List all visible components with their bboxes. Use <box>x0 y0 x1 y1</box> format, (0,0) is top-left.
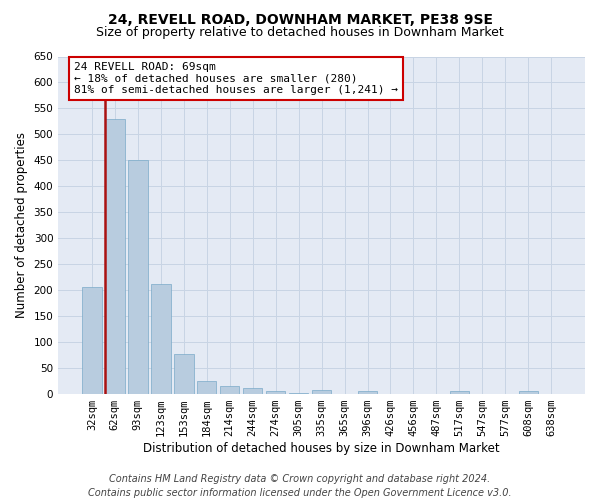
Bar <box>174 354 194 394</box>
Bar <box>289 393 308 394</box>
X-axis label: Distribution of detached houses by size in Downham Market: Distribution of detached houses by size … <box>143 442 500 455</box>
Bar <box>128 160 148 394</box>
Bar <box>197 380 217 394</box>
Bar <box>243 388 262 394</box>
Text: Contains HM Land Registry data © Crown copyright and database right 2024.
Contai: Contains HM Land Registry data © Crown c… <box>88 474 512 498</box>
Text: 24, REVELL ROAD, DOWNHAM MARKET, PE38 9SE: 24, REVELL ROAD, DOWNHAM MARKET, PE38 9S… <box>107 12 493 26</box>
Bar <box>266 392 286 394</box>
Y-axis label: Number of detached properties: Number of detached properties <box>15 132 28 318</box>
Bar <box>518 392 538 394</box>
Bar <box>358 391 377 394</box>
Bar <box>220 386 239 394</box>
Bar <box>151 284 170 394</box>
Bar <box>449 392 469 394</box>
Bar <box>82 286 101 394</box>
Bar <box>312 390 331 394</box>
Bar <box>105 119 125 394</box>
Text: 24 REVELL ROAD: 69sqm
← 18% of detached houses are smaller (280)
81% of semi-det: 24 REVELL ROAD: 69sqm ← 18% of detached … <box>74 62 398 95</box>
Text: Size of property relative to detached houses in Downham Market: Size of property relative to detached ho… <box>96 26 504 39</box>
